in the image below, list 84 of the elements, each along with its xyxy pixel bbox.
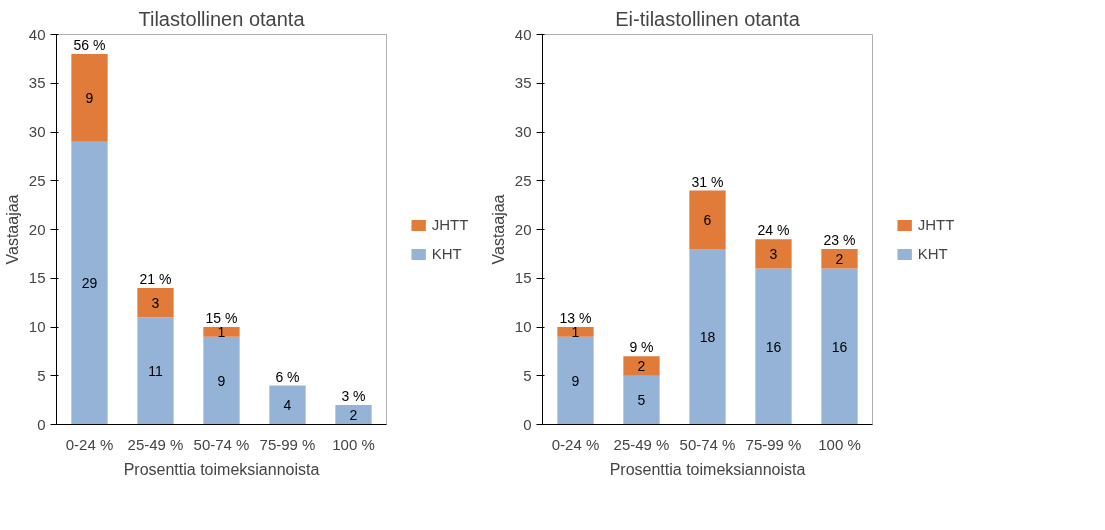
annotation: 15 % — [205, 310, 238, 326]
x-axis-title: Prosenttia toimeksiannoista — [609, 460, 806, 478]
y-tick-label: 40 — [28, 25, 46, 43]
annotation: 24 % — [757, 222, 790, 239]
x-tick-label: 50-74 % — [193, 435, 250, 453]
data-label: 1 — [217, 323, 226, 340]
bar — [821, 249, 858, 269]
data-label: 11 — [148, 362, 163, 379]
bar — [137, 317, 174, 425]
legend-label: JHTT — [917, 216, 955, 233]
chart-title: Ei-tilastollinen otanta — [615, 7, 801, 30]
data-label: 4 — [283, 397, 292, 413]
y-tick-label: 35 — [514, 74, 532, 92]
bar — [821, 268, 858, 425]
bar — [203, 327, 240, 337]
bar — [689, 190, 726, 249]
data-label: 5 — [637, 392, 646, 409]
bar — [335, 405, 372, 425]
bar — [557, 327, 594, 337]
bar — [203, 336, 240, 425]
bar — [755, 239, 792, 269]
annotation: 56 % — [73, 37, 106, 53]
x-tick-label: 75-99 % — [745, 435, 802, 453]
annotation: 9 % — [629, 339, 654, 356]
data-label: 1 — [571, 323, 580, 340]
data-label: 18 — [699, 328, 716, 345]
x-tick-label: 25-49 % — [127, 435, 184, 453]
y-tick-label: 40 — [514, 25, 532, 43]
x-tick-label: 100 % — [332, 435, 375, 453]
data-label: 9 — [571, 372, 580, 389]
bar — [137, 288, 174, 318]
x-tick-label: 100 % — [818, 435, 861, 453]
y-tick-label: 30 — [28, 123, 46, 140]
data-label: 2 — [349, 406, 358, 423]
data-label: 9 — [85, 89, 94, 106]
annotation: 6 % — [275, 368, 300, 385]
bar — [71, 54, 108, 142]
annotation: 23 % — [823, 232, 856, 248]
y-tick-label: 35 — [28, 74, 46, 92]
bar — [689, 249, 726, 425]
y-tick-label: 10 — [28, 318, 46, 335]
y-axis-title: Vastaajaa — [489, 194, 507, 265]
y-tick-label: 0 — [37, 415, 46, 433]
bar — [269, 385, 306, 425]
annotation: 3 % — [341, 388, 366, 404]
data-label: 6 — [703, 211, 712, 228]
data-label: 16 — [831, 338, 848, 355]
annotation: 21 % — [139, 271, 172, 287]
bar — [755, 268, 792, 425]
y-tick-label: 15 — [514, 269, 532, 287]
data-label: 2 — [835, 250, 844, 267]
y-tick-label: 5 — [523, 366, 532, 384]
data-label: 3 — [769, 245, 778, 262]
x-tick-label: 0-24 % — [551, 435, 600, 453]
bar — [623, 375, 660, 425]
bar — [557, 336, 594, 425]
y-tick-label: 25 — [28, 171, 46, 189]
y-tick-label: 25 — [514, 171, 532, 189]
bar — [71, 141, 108, 425]
data-label: 2 — [637, 358, 646, 374]
legend-label: KHT — [431, 245, 462, 262]
y-tick-label: 30 — [514, 123, 532, 140]
y-tick-label: 20 — [514, 220, 532, 238]
data-label: 9 — [217, 372, 226, 389]
y-tick-label: 20 — [28, 220, 46, 238]
x-tick-label: 0-24 % — [65, 435, 114, 453]
annotation: 31 % — [691, 173, 724, 190]
legend-label: KHT — [917, 245, 948, 262]
data-label: 29 — [81, 275, 98, 292]
y-axis-title: Vastaajaa — [3, 194, 21, 265]
y-tick-label: 10 — [514, 318, 532, 335]
annotation: 13 % — [559, 310, 592, 326]
y-tick-label: 15 — [28, 269, 46, 287]
x-tick-label: 75-99 % — [259, 435, 316, 453]
legend-label: JHTT — [431, 216, 469, 233]
y-tick-label: 5 — [37, 366, 46, 384]
x-tick-label: 25-49 % — [613, 435, 670, 453]
chart-title: Tilastollinen otanta — [138, 7, 306, 30]
y-tick-label: 0 — [523, 415, 532, 433]
x-tick-label: 50-74 % — [679, 435, 736, 453]
data-label: 16 — [765, 338, 782, 355]
data-label: 3 — [151, 294, 160, 311]
x-axis-title: Prosenttia toimeksiannoista — [123, 460, 320, 478]
bar — [623, 356, 660, 376]
